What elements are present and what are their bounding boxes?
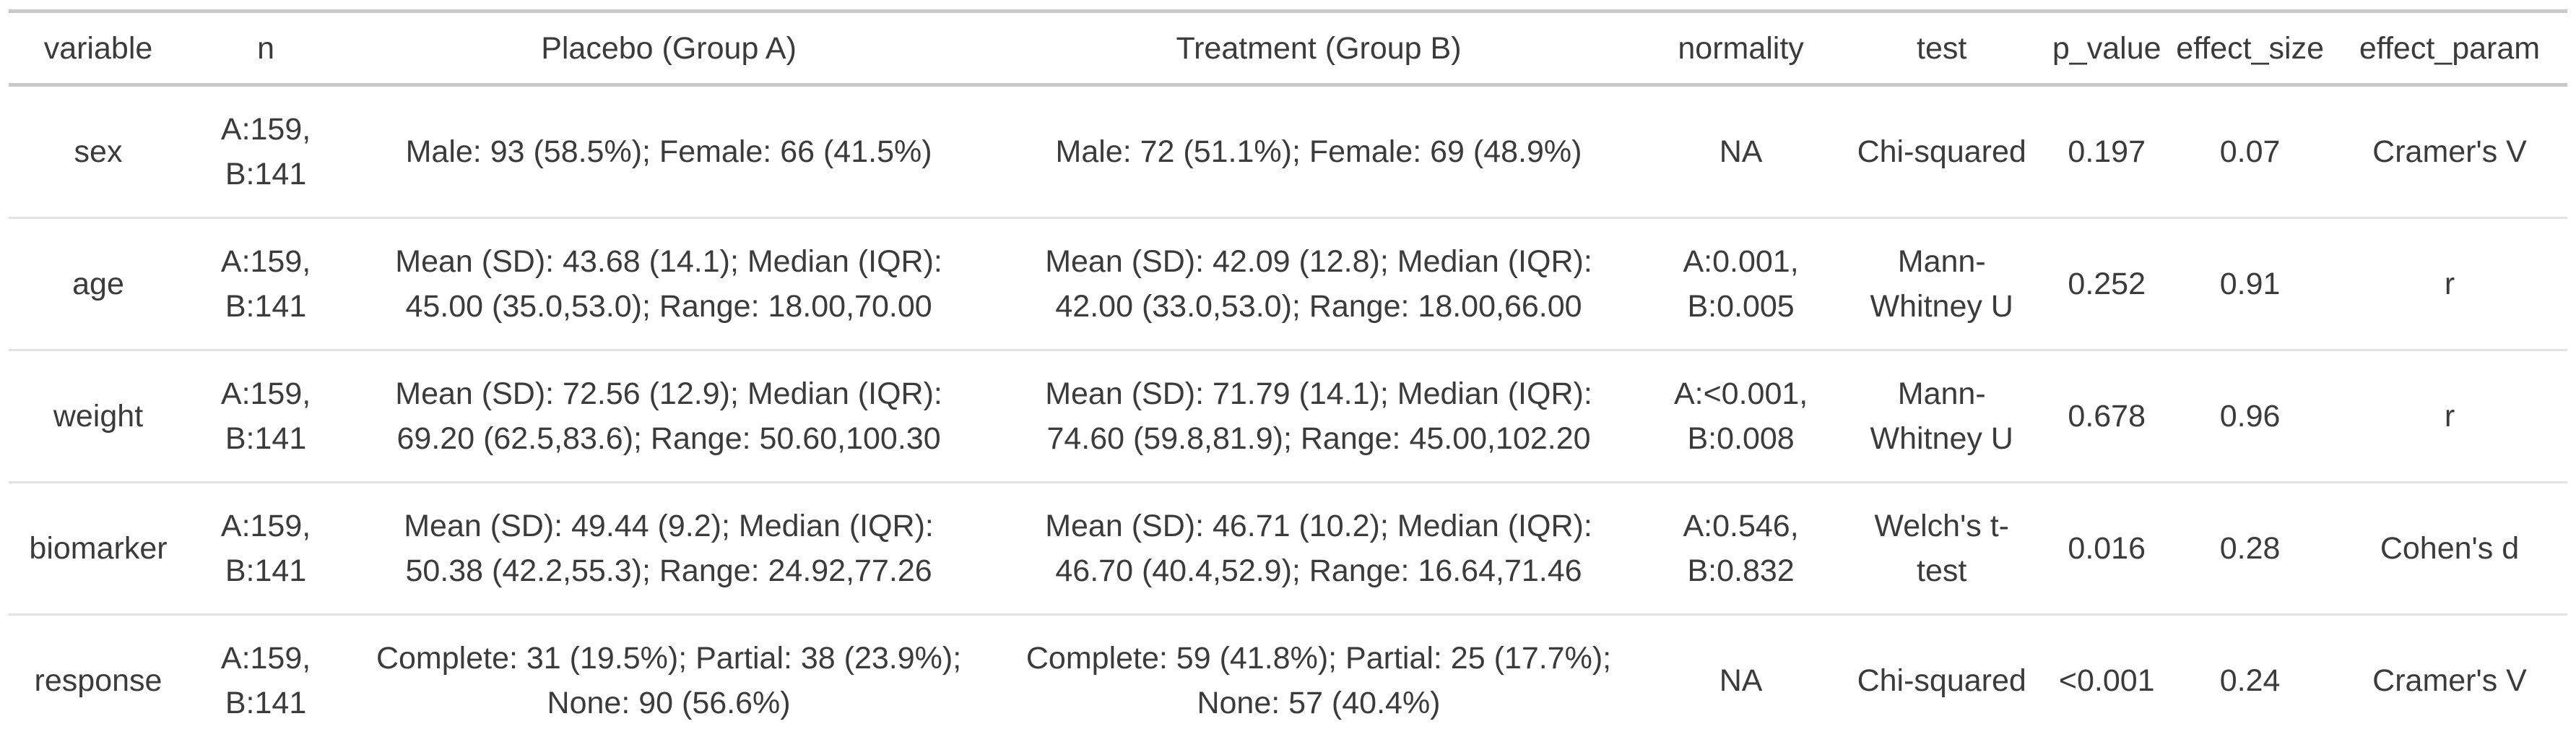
cell-variable: sex	[74, 134, 123, 169]
cell-n: A:159, B:141	[220, 112, 311, 191]
cell-variable: response	[34, 663, 162, 698]
table-header-row: variable n Placebo (Group A) Treatment (…	[9, 11, 2567, 87]
cell-normality: A:0.546, B:0.832	[1683, 509, 1799, 588]
cell-placebo: Mean (SD): 43.68 (14.1); Median (IQR): 4…	[395, 244, 942, 324]
cell-test: Welch's t- test	[1874, 509, 2010, 588]
column-header-effect-param: effect_param	[2332, 11, 2567, 87]
cell-test: Chi-squared	[1857, 134, 2026, 169]
table-row-age: age A:159, B:141 Mean (SD): 43.68 (14.1)…	[9, 218, 2567, 350]
column-header-normality: normality	[1643, 11, 1839, 87]
cell-placebo: Mean (SD): 72.56 (12.9); Median (IQR): 6…	[395, 376, 942, 456]
cell-p-value: <0.001	[2058, 663, 2155, 698]
cell-effect-size: 0.96	[2219, 399, 2281, 434]
column-header-placebo: Placebo (Group A)	[344, 11, 994, 87]
table-row-biomarker: biomarker A:159, B:141 Mean (SD): 49.44 …	[9, 483, 2567, 615]
cell-p-value: 0.252	[2068, 267, 2146, 301]
cell-treatment: Mean (SD): 42.09 (12.8); Median (IQR): 4…	[1045, 244, 1592, 324]
cell-placebo: Complete: 31 (19.5%); Partial: 38 (23.9%…	[376, 641, 962, 720]
column-header-variable: variable	[9, 11, 188, 87]
cell-placebo: Male: 93 (58.5%); Female: 66 (41.5%)	[405, 134, 932, 169]
cell-effect-size: 0.28	[2219, 531, 2281, 566]
cell-p-value: 0.678	[2068, 399, 2146, 434]
cell-treatment: Mean (SD): 71.79 (14.1); Median (IQR): 7…	[1045, 376, 1592, 456]
cell-effect-param: r	[2444, 399, 2455, 434]
cell-p-value: 0.197	[2068, 134, 2146, 169]
cell-normality: NA	[1719, 134, 1763, 169]
cell-effect-size: 0.24	[2219, 663, 2281, 698]
cell-effect-size: 0.07	[2219, 134, 2281, 169]
cell-variable: biomarker	[29, 531, 168, 566]
cell-effect-size: 0.91	[2219, 267, 2281, 301]
cell-normality: NA	[1719, 663, 1763, 698]
cell-n: A:159, B:141	[220, 376, 311, 456]
column-header-effect-size: effect_size	[2168, 11, 2332, 87]
column-header-n: n	[188, 11, 344, 87]
cell-test: Mann- Whitney U	[1870, 376, 2013, 456]
cell-n: A:159, B:141	[220, 244, 311, 324]
cell-effect-param: Cramer's V	[2372, 663, 2527, 698]
cell-variable: age	[72, 267, 124, 301]
cell-treatment: Mean (SD): 46.71 (10.2); Median (IQR): 4…	[1045, 509, 1592, 588]
table-row-weight: weight A:159, B:141 Mean (SD): 72.56 (12…	[9, 350, 2567, 483]
cell-treatment: Complete: 59 (41.8%); Partial: 25 (17.7%…	[1025, 641, 1612, 720]
column-header-p-value: p_value	[2045, 11, 2169, 87]
cell-p-value: 0.016	[2068, 531, 2146, 566]
column-header-test: test	[1838, 11, 2046, 87]
cell-n: A:159, B:141	[220, 641, 311, 720]
table-row-response: response A:159, B:141 Complete: 31 (19.5…	[9, 615, 2567, 737]
table-row-sex: sex A:159, B:141 Male: 93 (58.5%); Femal…	[9, 85, 2567, 218]
cell-test: Mann- Whitney U	[1870, 244, 2013, 324]
cell-normality: A:0.001, B:0.005	[1683, 244, 1799, 324]
cell-n: A:159, B:141	[220, 509, 311, 588]
column-header-treatment: Treatment (Group B)	[994, 11, 1644, 87]
cell-test: Chi-squared	[1857, 663, 2026, 698]
cell-effect-param: Cramer's V	[2372, 134, 2527, 169]
cell-effect-param: r	[2444, 267, 2455, 301]
cell-effect-param: Cohen's d	[2380, 531, 2520, 566]
statistical-summary-table: variable n Placebo (Group A) Treatment (…	[9, 9, 2567, 737]
cell-placebo: Mean (SD): 49.44 (9.2); Median (IQR): 50…	[404, 509, 934, 588]
cell-normality: A:<0.001, B:0.008	[1673, 376, 1808, 456]
cell-variable: weight	[53, 399, 144, 434]
cell-treatment: Male: 72 (51.1%); Female: 69 (48.9%)	[1055, 134, 1582, 169]
